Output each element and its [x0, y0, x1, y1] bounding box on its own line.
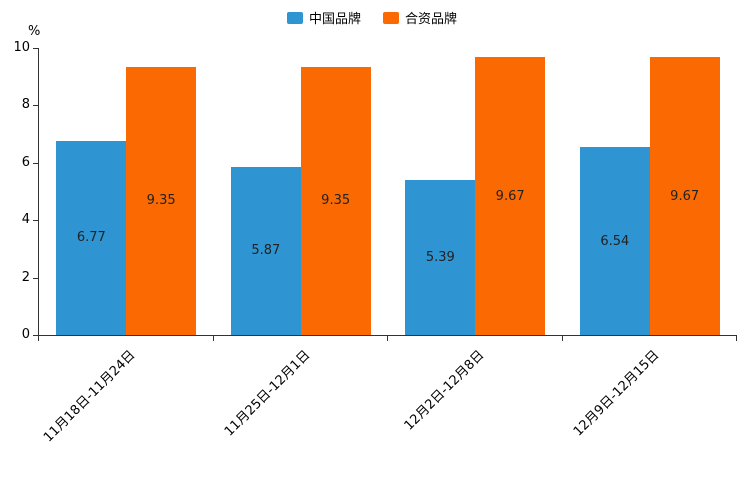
bar-合资品牌-2[interactable]: 9.67	[475, 57, 546, 335]
bar-value-label: 9.35	[146, 193, 176, 209]
y-tick-label: 2	[21, 269, 30, 285]
bar-group: 6.77 9.35	[39, 48, 214, 335]
y-axis-unit-label: %	[28, 24, 41, 39]
x-tick-mark	[387, 336, 388, 341]
x-tick-mark	[561, 336, 563, 341]
bar-合资品牌-3[interactable]: 9.67	[649, 57, 720, 335]
y-tick-mark	[33, 48, 38, 49]
bar-value-label: 6.77	[76, 230, 106, 246]
x-tick-mark	[38, 336, 39, 341]
x-category-label: 11月25日-12月1日	[221, 347, 314, 440]
x-category-label: 12月2日-12月8日	[401, 347, 488, 434]
bar-value-label: 5.87	[251, 243, 281, 259]
legend-label: 中国品牌	[308, 12, 361, 27]
y-tick-mark	[33, 277, 38, 279]
bar-value-label: 5.39	[425, 250, 455, 266]
x-category-label: 11月18日-11月24日	[41, 347, 139, 446]
bar-合资品牌-0[interactable]: 9.35	[126, 66, 197, 335]
bar-value-label: 9.67	[495, 188, 525, 204]
legend-swatch-icon	[286, 11, 303, 24]
y-tick-mark	[33, 105, 38, 107]
x-tick-mark	[212, 336, 214, 341]
bar-中国品牌-1[interactable]: 5.87	[230, 166, 301, 335]
plot-area: 6.77 9.35 5.87 9.35 5.39 9.67 6.54 9.67	[38, 48, 737, 336]
legend-item-series-1[interactable]: 合资品牌	[383, 8, 457, 27]
bar-合资品牌-1[interactable]: 9.35	[300, 66, 371, 335]
legend-item-series-0[interactable]: 中国品牌	[286, 8, 361, 27]
x-tick-mark	[736, 336, 737, 341]
bar-value-label: 9.35	[321, 193, 351, 209]
y-tick-label: 8	[21, 97, 30, 113]
bar-group: 6.54 9.67	[563, 48, 738, 335]
y-tick-label: 4	[21, 212, 30, 228]
bar-group: 5.87 9.35	[214, 48, 389, 335]
legend: 中国品牌 合资品牌	[0, 8, 744, 27]
y-tick-label: 6	[21, 154, 30, 170]
y-tick-label: 0	[21, 327, 30, 342]
y-tick-mark	[33, 162, 38, 164]
x-category-label: 12月9日-12月15日	[570, 347, 663, 440]
bar-group: 5.39 9.67	[388, 48, 563, 335]
bar-中国品牌-2[interactable]: 5.39	[405, 180, 476, 335]
bar-中国品牌-3[interactable]: 6.54	[579, 147, 650, 335]
bar-value-label: 6.54	[600, 233, 630, 249]
y-tick-mark	[33, 220, 38, 222]
y-tick-label: 10	[13, 40, 30, 55]
y-tick-mark	[33, 335, 38, 336]
bar-中国品牌-0[interactable]: 6.77	[56, 140, 127, 335]
legend-label: 合资品牌	[405, 12, 458, 27]
legend-swatch-icon	[383, 11, 399, 24]
bar-value-label: 9.67	[670, 188, 700, 204]
